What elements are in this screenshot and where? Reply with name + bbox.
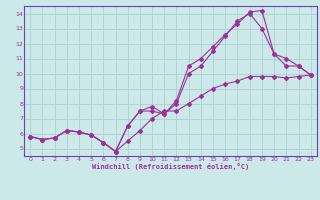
X-axis label: Windchill (Refroidissement éolien,°C): Windchill (Refroidissement éolien,°C) xyxy=(92,163,249,170)
